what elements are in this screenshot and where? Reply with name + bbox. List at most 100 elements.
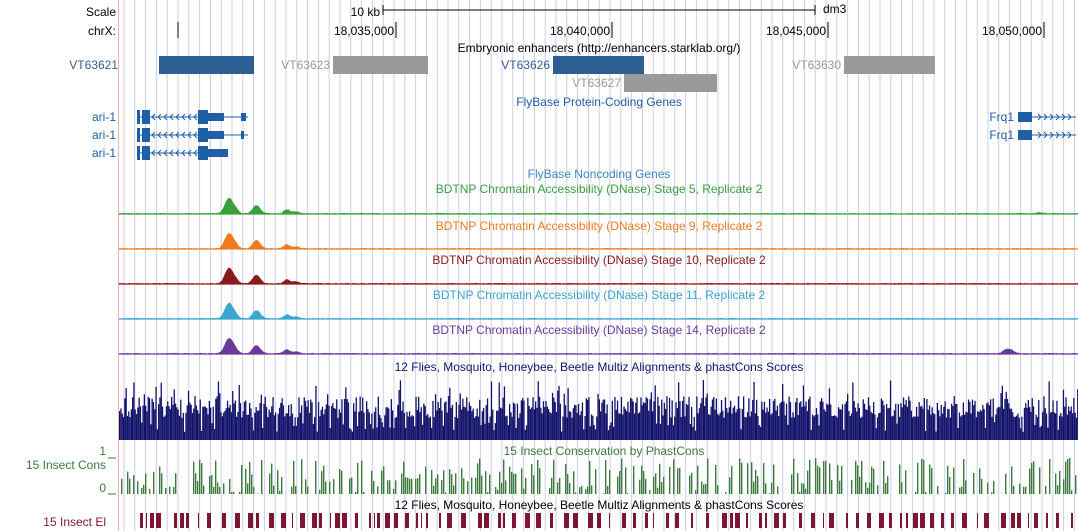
multiz-track[interactable]: 12 Flies, Mosquito, Honeybee, Beetle Mul… (119, 360, 1078, 440)
multiz-bar (780, 401, 782, 440)
multiz-bar (1073, 397, 1075, 440)
enhancer-feature[interactable] (553, 56, 644, 74)
cons-bar (877, 485, 879, 494)
multiz-bar (555, 412, 558, 440)
multiz-bar (932, 413, 935, 440)
multiz-bar (900, 403, 902, 440)
multiz-bar (288, 405, 290, 440)
multiz-bar (735, 412, 737, 440)
multiz-bar (602, 399, 604, 440)
multiz-bar (654, 385, 656, 440)
strand-arrow-icon (163, 113, 168, 121)
enhancer-label[interactable]: VT63626 (501, 58, 550, 72)
dnase-track[interactable]: BDTNP Chromatin Accessibility (DNase) St… (118, 323, 1078, 355)
multiz-bar (728, 407, 730, 440)
dnase-track[interactable]: BDTNP Chromatin Accessibility (DNase) St… (118, 288, 1078, 320)
cons-bar (307, 486, 309, 494)
gene-label-ari-1[interactable]: ari-1 (92, 146, 116, 160)
multiz-bar (817, 414, 819, 440)
enhancer-feature[interactable] (844, 56, 935, 74)
multiz-bar (837, 407, 840, 440)
cons-bar (579, 487, 581, 494)
enhancer-feature[interactable] (333, 56, 428, 74)
conserved-element (146, 513, 147, 528)
dnase-track[interactable]: BDTNP Chromatin Accessibility (DNase) St… (118, 253, 1078, 285)
cons-bar (701, 481, 703, 494)
cons-bar (663, 476, 665, 494)
dnase-track[interactable]: BDTNP Chromatin Accessibility (DNase) St… (118, 219, 1078, 250)
gene-label-frq1[interactable]: Frq1 (989, 128, 1014, 142)
multiz-bar (363, 412, 365, 440)
multiz-bar (973, 405, 975, 440)
multiz-bar (220, 412, 222, 440)
enhancer-label[interactable]: VT63627 (572, 76, 621, 90)
gene-exon (142, 110, 150, 124)
multiz-bar (563, 393, 565, 440)
cons-bar (641, 465, 643, 494)
multiz-bar (544, 407, 546, 440)
multiz-bar (1025, 403, 1027, 440)
multiz-bar (653, 401, 655, 440)
multiz-bar (190, 404, 192, 440)
enhancer-label[interactable]: VT63621 (69, 58, 118, 72)
multiz-bar (256, 410, 259, 440)
dnase-track[interactable]: BDTNP Chromatin Accessibility (DNase) St… (118, 182, 1078, 215)
gene-exon (241, 131, 244, 139)
multiz-bar (928, 405, 931, 440)
cons-bar (887, 476, 889, 494)
cons-bar (655, 473, 657, 494)
cons-bar (129, 478, 131, 494)
cons-bar (437, 474, 439, 494)
multiz-bar (249, 403, 251, 440)
cons-bar (823, 461, 825, 494)
enhancer-feature[interactable] (624, 74, 717, 92)
conserved-element (335, 513, 340, 528)
multiz-bar (811, 414, 814, 440)
multiz-bar (767, 411, 769, 440)
gene-label-ari-1[interactable]: ari-1 (92, 128, 116, 142)
cons-bar (321, 471, 323, 494)
multiz-bar (241, 417, 243, 440)
enhancer-label[interactable]: VT63630 (792, 58, 841, 72)
gene-label-frq1[interactable]: Frq1 (989, 110, 1014, 124)
cons-bar (241, 465, 243, 494)
multiz-bar (206, 408, 208, 440)
multiz-bar (129, 417, 131, 440)
multiz-bar (852, 382, 854, 440)
dnase-tracks[interactable]: BDTNP Chromatin Accessibility (DNase) St… (118, 182, 1078, 355)
enhancer-feature[interactable] (159, 56, 254, 74)
enhancer-label[interactable]: VT63623 (281, 58, 330, 72)
multiz-bar (1030, 411, 1032, 440)
insect-cons-track[interactable]: 15 Insect Conservation by PhastCons 15 I… (26, 444, 1077, 495)
multiz-bar (245, 400, 247, 440)
multiz-bar (130, 409, 132, 440)
strand-arrow-icon (193, 131, 198, 139)
multiz-bar (336, 399, 338, 440)
ruler-track[interactable]: Scale 10 kb dm3 chrX: 18,035,000 18,040,… (86, 2, 1045, 38)
multiz-bar (172, 404, 174, 440)
multiz-bar (1006, 398, 1009, 440)
cons-bar (441, 479, 443, 494)
multiz-bar (731, 413, 733, 440)
cons-bar (249, 462, 251, 494)
multiz-bar (538, 396, 541, 440)
cons-bar (503, 459, 505, 494)
multiz-bar (685, 404, 688, 440)
multiz-bar (808, 399, 810, 440)
insect-cons-side-label[interactable]: 15 Insect Cons (26, 458, 106, 472)
insect-elements-track[interactable]: 12 Flies, Mosquito, Honeybee, Beetle Mul… (43, 498, 1073, 529)
noncoding-genes-track-title[interactable]: FlyBase Noncoding Genes (528, 167, 671, 181)
protein-coding-genes-track[interactable]: FlyBase Protein-Coding Genes ari-1 ari-1 a… (92, 95, 1076, 160)
multiz-bar (844, 404, 846, 440)
multiz-bar (237, 411, 239, 440)
multiz-bar (458, 404, 460, 440)
insect-elements-side-label[interactable]: 15 Insect El (43, 515, 106, 529)
gene-label-ari-1[interactable]: ari-1 (92, 110, 116, 124)
strand-arrow-icon (163, 149, 168, 157)
multiz-bar (567, 388, 569, 440)
multiz-bar (788, 396, 790, 440)
enhancers-track[interactable]: Embryonic enhancers (http://enhancers.st… (69, 41, 935, 92)
multiz-bar (464, 407, 467, 440)
strand-arrow-icon (169, 149, 174, 157)
